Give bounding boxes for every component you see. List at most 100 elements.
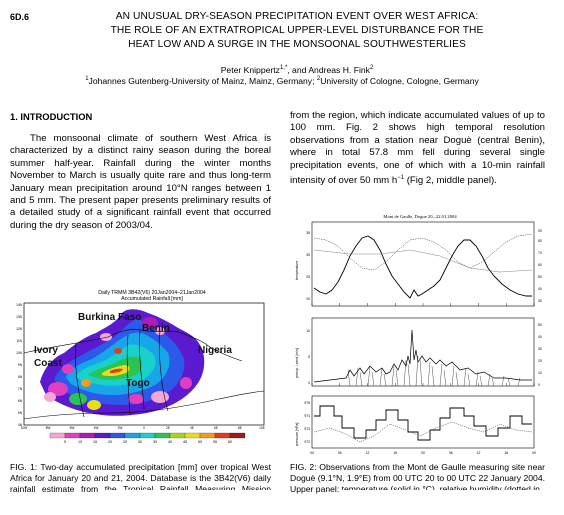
label-togo: Togo [126, 378, 150, 389]
pressure-tick: 973 [304, 427, 310, 431]
section-heading: 1. INTRODUCTION [10, 111, 93, 122]
colorbar-segment [169, 432, 186, 439]
x-tick: 6E [214, 426, 218, 430]
rh-tick: 60 [538, 263, 542, 267]
colorbar-ticks: 5 10 15 20 25 30 35 40 45 50 55 60 [64, 440, 232, 444]
y-tick: 4N [18, 423, 23, 427]
colorbar-tick: 10 [78, 440, 82, 444]
label-burkina-faso: Burkina Faso [78, 312, 141, 323]
fig2-title: Mont de Gaulle, Dogue 20.–22.01.2004 [383, 214, 457, 220]
time-tick: 18 [393, 451, 397, 455]
mid-right-tick: 20 [538, 359, 542, 363]
colorbar-tick: 5 [64, 440, 66, 444]
x-tick: 8E [238, 426, 242, 430]
mid-right-tick: 30 [538, 347, 542, 351]
colorbar-segment [154, 432, 171, 439]
x-tick: 2E [166, 426, 170, 430]
humidity-curve [313, 233, 533, 271]
fig2-middle-right-ticks: 50 40 30 20 10 0 [538, 323, 542, 387]
upper-extra-curve [313, 249, 533, 273]
colorbar-segment [184, 432, 201, 439]
mid-right-tick: 10 [538, 371, 542, 375]
paper-id: 6D.6 [10, 12, 30, 22]
y-tick: 11N [16, 339, 22, 343]
temp-tick: 20 [306, 297, 310, 301]
y-tick: 5N [18, 411, 23, 415]
label-nigeria: Nigeria [198, 345, 232, 356]
author-2: Andreas H. Fink [308, 65, 370, 75]
author-2-sup: 2 [369, 65, 374, 72]
rh-tick: 70 [538, 251, 542, 255]
rh-tick: 50 [538, 275, 542, 279]
colorbar-tick: 55 [213, 440, 217, 444]
fig2-upper-right-ticks: 90 80 70 60 50 40 30 [538, 229, 542, 303]
x-tick: 10E [259, 426, 265, 430]
figure-2-caption: FIG. 2: Observations from the Mont de Ga… [290, 462, 545, 495]
author-separator: , and [287, 65, 309, 75]
x-tick: 2W [118, 426, 123, 430]
fig2-middle-x-ticks [311, 383, 535, 386]
colorbar-segment [94, 432, 111, 439]
colorbar-tick: 30 [138, 440, 142, 444]
colorbar-tick: 60 [228, 440, 232, 444]
pressure-step-curve [314, 405, 532, 441]
mid-right-tick: 50 [538, 323, 542, 327]
fig1-title-1: Daily TRMM 3B42(V6) 20Jan2004–21Jan2004 [98, 290, 206, 296]
colorbar-segment [214, 432, 231, 439]
right-paragraph-sup: −1 [397, 175, 405, 182]
y-tick: 7N [18, 387, 23, 391]
colorbar-segment [229, 432, 246, 439]
fig2-lower-x-ticks: 00 06 12 18 00 06 12 18 00 [310, 451, 536, 455]
time-tick: 00 [532, 451, 536, 455]
x-tick: 0 [143, 426, 145, 430]
colorbar-tick: 15 [93, 440, 97, 444]
fig2-upper-axis-label: temperature [295, 261, 299, 280]
colorbar-tick: 50 [198, 440, 202, 444]
label-ivory: Ivory [34, 345, 58, 356]
y-tick: 14N [16, 303, 23, 307]
label-benin: Benin [142, 323, 170, 334]
label-coast: Coast [34, 358, 62, 369]
temperature-curve [313, 235, 532, 299]
fig2-lower-ticks: 975 974 973 972 [304, 401, 310, 444]
time-tick: 12 [366, 451, 370, 455]
time-tick: 00 [421, 451, 425, 455]
rh-tick: 40 [538, 287, 542, 291]
title-line-1: AN UNUSUAL DRY-SEASON PRECIPITATION EVEN… [115, 11, 479, 22]
mid-right-tick: 0 [538, 383, 540, 387]
fig2-upper-x-ticks [311, 303, 535, 306]
colorbar-segment [109, 432, 126, 439]
figure-2-timeseries: Mont de Gaulle, Dogue 20.–22.01.2004 tem… [295, 214, 542, 455]
authors: Peter Knippertz1,*, and Andreas H. Fink2 [30, 65, 564, 75]
caption-2-tail: temperature (solid in °C), relative humi… [341, 484, 540, 494]
x-tick: 6W [70, 426, 75, 430]
x-tick: 4W [94, 426, 99, 430]
colorbar-tick: 20 [108, 440, 112, 444]
fig1-x-ticks: 10W 8W 6W 4W 2W 0 2E 4E 6E 8E 10E [21, 426, 265, 430]
y-tick: 12N [16, 327, 23, 331]
fig1-country-labels: Burkina Faso Benin Nigeria Ivory Coast T… [34, 312, 232, 389]
rh-tick: 30 [538, 299, 542, 303]
time-tick: 06 [338, 451, 342, 455]
pressure-tick: 972 [304, 440, 310, 444]
colorbar-segment [79, 432, 96, 439]
colorbar-segment [139, 432, 156, 439]
pressure-tick: 975 [304, 401, 310, 405]
colorbar-tick: 40 [168, 440, 172, 444]
time-tick: 00 [310, 451, 314, 455]
colorbar-segment [124, 432, 141, 439]
author-1-sup: 1,* [279, 65, 288, 72]
affiliations: 1Johannes Gutenberg-University of Mainz,… [0, 76, 564, 86]
figure-1-map: Daily TRMM 3B42(V6) 20Jan2004–21Jan2004 … [16, 290, 265, 444]
colorbar-segment [199, 432, 216, 439]
colorbar [49, 432, 246, 439]
temp-tick: 25 [306, 275, 310, 279]
mid-right-tick: 40 [538, 335, 542, 339]
caption-2-text: FIG. 2: Observations from the Mont de Ga… [290, 462, 545, 494]
y-tick: 6N [18, 399, 23, 403]
y-tick: 13N [16, 315, 23, 319]
affiliation-2: University of Cologne, Cologne, Germany [320, 76, 479, 86]
fig2-middle-left-ticks: 10 5 0 [306, 329, 310, 385]
pressure-dotted-curve [313, 421, 533, 443]
affiliation-2-sup: 2 [316, 76, 321, 83]
